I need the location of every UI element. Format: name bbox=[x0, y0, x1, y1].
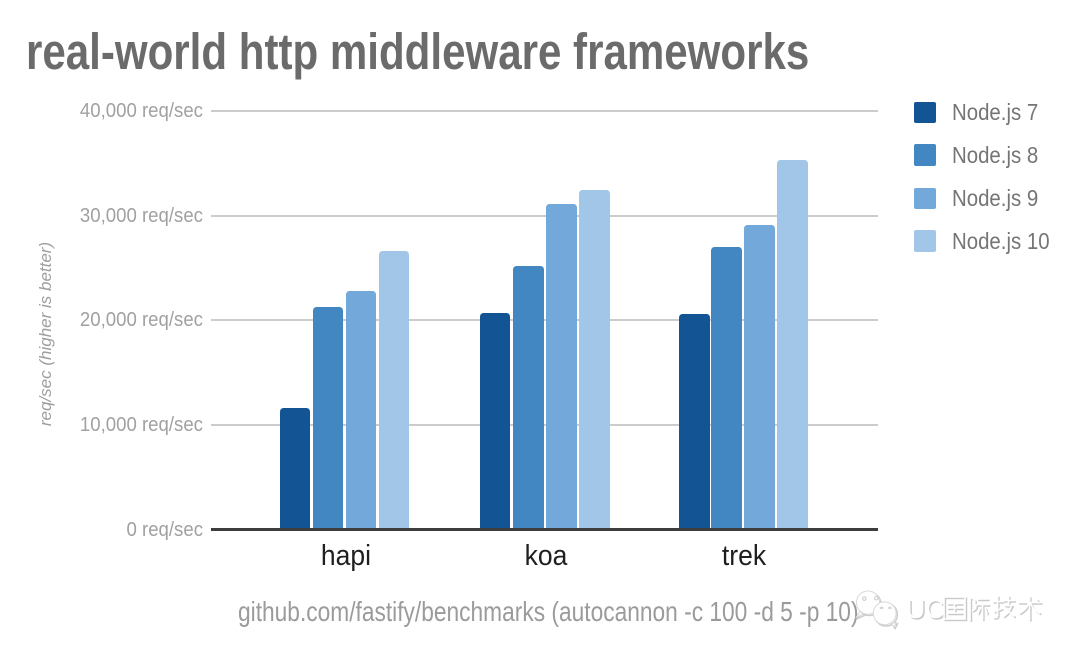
svg-text:UC: UC bbox=[907, 595, 946, 625]
svg-text:UC: UC bbox=[906, 594, 945, 624]
